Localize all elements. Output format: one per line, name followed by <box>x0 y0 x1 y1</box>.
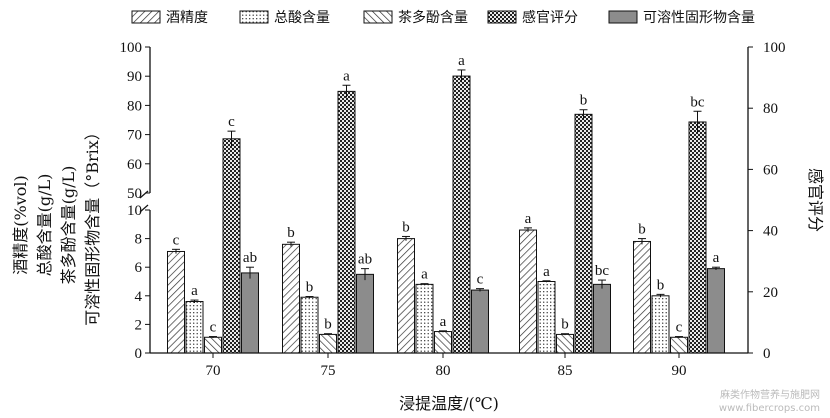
significance-label: b <box>306 280 314 296</box>
bar-s2-c3 <box>556 333 574 354</box>
watermark-line: www.fibercrops.com <box>719 403 820 414</box>
significance-label: b <box>580 93 588 109</box>
x-tick-label: 70 <box>206 363 221 379</box>
bar-s1-c0 <box>185 301 204 354</box>
bar-s0-c4 <box>633 240 651 354</box>
significance-label: c <box>210 320 217 336</box>
y-tick-label: 80 <box>127 98 142 114</box>
bar-s3-c1 <box>337 90 356 354</box>
legend-label: 可溶性固形物含量 <box>643 10 755 26</box>
x-tick-label: 85 <box>558 363 573 379</box>
watermark-line: 麻类作物营养与施肥网 <box>720 388 820 401</box>
bar-s2-c0 <box>204 336 222 354</box>
x-axis-title: 浸提温度/(℃) <box>399 394 499 413</box>
bar-s3-c2 <box>452 75 471 354</box>
legend-swatch <box>131 10 161 24</box>
significance-label: a <box>458 53 465 69</box>
significance-label: a <box>525 211 532 227</box>
legend-label: 总酸含量 <box>274 10 330 26</box>
bar-s4-c4 <box>707 268 725 354</box>
significance-label: a <box>543 264 550 280</box>
significance-label: a <box>191 283 198 299</box>
significance-label: b <box>638 222 646 238</box>
y2-tick-label: 0 <box>763 346 771 362</box>
legend-swatch <box>608 10 638 24</box>
y-tick-label: 90 <box>127 69 142 85</box>
bar-s2-c1 <box>319 333 337 354</box>
bar-s2-c4 <box>670 336 688 354</box>
axis-break-mark <box>139 204 149 213</box>
significance-label: c <box>676 320 683 336</box>
significance-label: bc <box>690 94 705 110</box>
y-tick-label: 2 <box>135 317 143 333</box>
significance-label: b <box>657 277 665 293</box>
y-tick-label: 8 <box>135 232 143 248</box>
bar-s1-c1 <box>300 296 319 354</box>
bar-s0-c0 <box>167 250 185 354</box>
x-tick-label: 90 <box>672 363 687 379</box>
y2-tick-label: 40 <box>763 224 778 240</box>
y2-tick-label: 80 <box>763 101 778 117</box>
axis-break-mark <box>139 190 149 199</box>
significance-label: b <box>402 219 410 235</box>
y2-tick-label: 60 <box>763 162 778 178</box>
y-tick-label: 6 <box>135 260 143 276</box>
significance-label: ab <box>358 252 372 268</box>
bar-s4-c2 <box>471 289 489 354</box>
y-tick-label: 4 <box>135 289 143 305</box>
significance-label: c <box>173 232 180 248</box>
y-tick-label: 50 <box>127 186 142 202</box>
y-tick-label: 100 <box>120 40 143 56</box>
bars-layer <box>167 69 725 354</box>
x-tick-label: 75 <box>321 363 336 379</box>
significance-label: c <box>228 114 235 130</box>
significance-label: bc <box>595 263 610 279</box>
significance-label: ab <box>243 250 257 266</box>
y-tick-label: 0 <box>135 346 143 362</box>
bar-s4-c3 <box>593 283 611 354</box>
bar-s1-c2 <box>415 283 434 354</box>
y2-tick-label: 100 <box>763 40 786 56</box>
y-tick-label: 10 <box>127 203 142 219</box>
bar-s2-c2 <box>434 331 452 354</box>
legend-swatch <box>239 10 269 24</box>
significance-label: b <box>324 317 332 333</box>
significance-label: c <box>477 272 484 288</box>
bar-s3-c4 <box>688 121 707 354</box>
bar-s3-c0 <box>222 138 241 354</box>
legend-label: 茶多酚含量 <box>398 9 468 26</box>
significance-label: b <box>287 225 295 241</box>
legend-swatch <box>363 10 393 24</box>
legend-label: 感官评分 <box>522 9 578 26</box>
y-axis-title-left: 酒精度(%vol) <box>11 175 30 274</box>
legend-label: 酒精度 <box>166 10 208 26</box>
bar-s3-c3 <box>574 113 593 354</box>
y-tick-label: 70 <box>127 128 142 144</box>
significance-label: a <box>713 250 720 266</box>
y-axis-title-right: 感官评分 <box>806 168 825 232</box>
x-tick-label: 80 <box>436 363 451 379</box>
significance-label: a <box>421 267 428 283</box>
bar-s1-c4 <box>651 295 670 354</box>
y-axis-title-left: 茶多酚含量(g/L) <box>59 166 78 285</box>
legend-swatch <box>487 10 517 24</box>
bar-s4-c1 <box>356 273 374 354</box>
bar-s1-c3 <box>537 281 556 354</box>
y-axis-title-left: 可溶性固形物含量（°Brix） <box>83 124 102 326</box>
bar-s0-c2 <box>397 238 415 354</box>
bar-s4-c0 <box>241 272 259 354</box>
bar-s0-c1 <box>282 243 300 354</box>
significance-label: a <box>440 314 447 330</box>
y-tick-label: 60 <box>127 157 142 173</box>
axis-break-gap <box>138 194 148 209</box>
bar-s0-c3 <box>519 229 537 354</box>
y-axis-title-left: 总酸含量(g/L) <box>35 174 54 277</box>
y2-tick-label: 20 <box>763 285 778 301</box>
legend: 酒精度 总酸含量 茶多酚含量 感官评分 可溶性固形物含量 <box>131 9 755 26</box>
significance-label: a <box>343 68 350 84</box>
significance-label: b <box>561 317 569 333</box>
